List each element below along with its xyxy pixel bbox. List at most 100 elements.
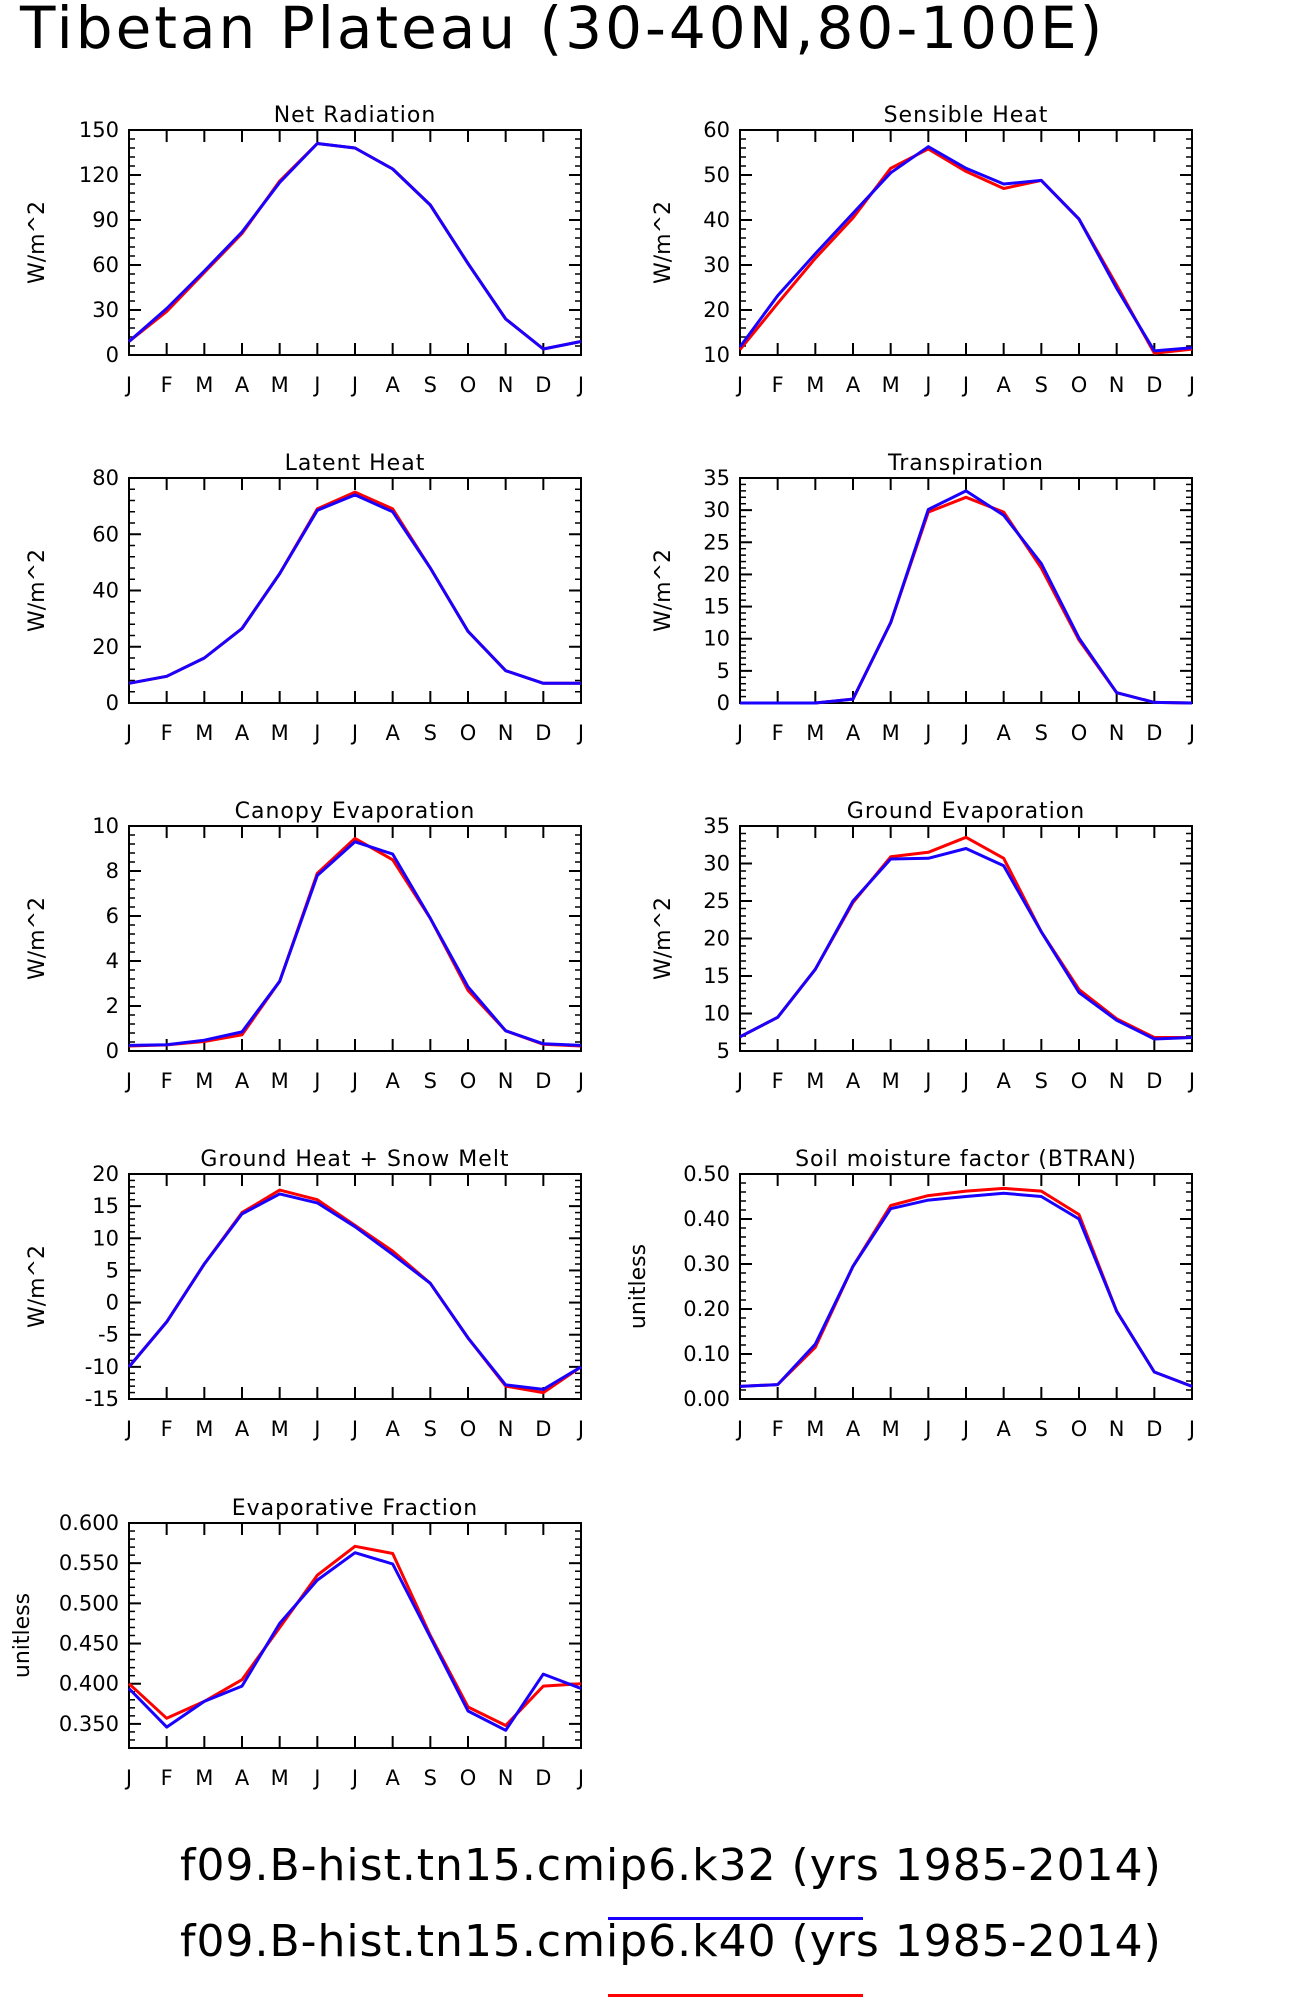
x-tick-label: J xyxy=(312,373,320,397)
plot-frame xyxy=(128,477,582,704)
y-axis-label: W/m^2 xyxy=(25,201,50,284)
series-line-k32 xyxy=(739,1191,1193,1388)
x-tick-label: J xyxy=(312,721,320,745)
y-tick-label: 15 xyxy=(92,1194,119,1218)
x-tick-label: J xyxy=(735,1069,743,1093)
legend-entry-k32: f09.B-hist.tn15.cmip6.k32 (yrs 1985-2014… xyxy=(180,1840,1162,1891)
x-tick-label: J xyxy=(576,1069,584,1093)
x-tick-label: M xyxy=(195,1766,213,1790)
x-tick-label: J xyxy=(923,373,931,397)
x-tick-label: F xyxy=(772,373,784,397)
x-tick-label: O xyxy=(1071,1417,1088,1441)
x-tick-label: A xyxy=(235,1766,250,1790)
x-tick-label: A xyxy=(996,373,1011,397)
x-tick-label: J xyxy=(735,1417,743,1441)
y-tick-label: 30 xyxy=(703,852,730,876)
x-tick-label: O xyxy=(460,1417,477,1441)
x-tick-label: D xyxy=(1146,373,1162,397)
y-tick-label: 0.50 xyxy=(683,1162,730,1186)
x-tick-label: N xyxy=(1109,373,1125,397)
x-tick-label: D xyxy=(1146,1069,1162,1093)
y-tick-label: 10 xyxy=(703,1002,730,1026)
y-tick-label: 20 xyxy=(92,1162,119,1186)
x-tick-label: J xyxy=(312,1069,320,1093)
series-line-k40 xyxy=(740,495,1193,705)
y-tick-label: 10 xyxy=(92,1226,119,1250)
x-tick-label: M xyxy=(195,1069,213,1093)
x-tick-label: F xyxy=(161,1766,173,1790)
x-tick-label: F xyxy=(772,721,784,745)
y-axis-label: W/m^2 xyxy=(25,549,50,632)
x-tick-label: J xyxy=(350,373,358,397)
y-tick-label: 4 xyxy=(106,949,119,973)
series-line-k32 xyxy=(128,840,582,1047)
x-tick-label: S xyxy=(424,1417,437,1441)
x-tick-label: D xyxy=(535,1417,551,1441)
y-tick-label: 50 xyxy=(703,163,730,187)
x-tick-label: J xyxy=(1187,721,1195,745)
x-tick-label: J xyxy=(1187,1069,1195,1093)
x-tick-label: F xyxy=(161,721,173,745)
x-tick-label: J xyxy=(923,1069,931,1093)
series-line-k32 xyxy=(739,847,1193,1041)
x-tick-label: A xyxy=(385,373,400,397)
x-tick-label: F xyxy=(772,1417,784,1441)
x-tick-label: M xyxy=(271,373,289,397)
chart-evaporative-fraction: Evaporative Fraction unitless 0.350 0.400 0.… xyxy=(10,1496,584,1790)
x-tick-label: N xyxy=(498,373,514,397)
y-tick-label: 40 xyxy=(92,579,119,603)
plot-frame xyxy=(739,477,1193,704)
x-tick-label: M xyxy=(806,1417,824,1441)
plot-frame xyxy=(128,1173,582,1400)
series-line-k32 xyxy=(128,493,581,685)
y-tick-label: 0.10 xyxy=(683,1342,730,1366)
y-tick-label: 5 xyxy=(106,1258,119,1282)
x-tick-label: S xyxy=(424,373,437,397)
x-tick-label: A xyxy=(235,721,250,745)
series-line-k40 xyxy=(128,836,582,1048)
y-tick-label: 60 xyxy=(92,253,119,277)
x-tick-label: J xyxy=(312,1417,320,1441)
x-tick-label: N xyxy=(498,721,514,745)
plot-frame xyxy=(128,129,582,356)
y-tick-label: 150 xyxy=(79,118,119,142)
y-tick-label: 6 xyxy=(106,904,119,928)
x-tick-label: J xyxy=(124,373,132,397)
x-tick-label: M xyxy=(195,1417,213,1441)
y-tick-label: 10 xyxy=(92,814,119,838)
y-tick-label: 60 xyxy=(92,522,119,546)
y-axis-label: unitless xyxy=(10,1593,35,1678)
x-tick-label: D xyxy=(1146,721,1162,745)
series-line-k40 xyxy=(739,1186,1193,1388)
x-tick-label: J xyxy=(961,1417,969,1441)
x-tick-label: O xyxy=(1071,373,1088,397)
y-tick-label: -5 xyxy=(98,1323,119,1347)
x-tick-label: A xyxy=(235,373,250,397)
chart-title: Transpiration xyxy=(887,451,1044,476)
y-tick-label: 0.20 xyxy=(683,1297,730,1321)
chart-title: Net Radiation xyxy=(274,103,437,128)
y-tick-label: 35 xyxy=(703,466,730,490)
x-tick-label: J xyxy=(124,1766,132,1790)
y-tick-label: 40 xyxy=(703,208,730,232)
legend-swatch-k32 xyxy=(608,1917,863,1920)
series-line-k32 xyxy=(740,489,1193,705)
x-tick-label: N xyxy=(498,1069,514,1093)
x-tick-label: N xyxy=(498,1417,514,1441)
x-tick-label: J xyxy=(576,373,584,397)
series-line-k40 xyxy=(128,490,581,685)
plot-frame xyxy=(739,825,1193,1052)
y-tick-label: 0 xyxy=(106,343,119,367)
x-tick-label: S xyxy=(424,1069,437,1093)
x-tick-label: J xyxy=(735,721,743,745)
legend-swatch-k40 xyxy=(608,1994,863,1997)
y-tick-label: 25 xyxy=(703,889,730,913)
chart-title: Canopy Evaporation xyxy=(235,799,476,824)
x-tick-label: O xyxy=(460,1069,477,1093)
y-tick-label: 30 xyxy=(703,498,730,522)
series-line-k40 xyxy=(739,835,1192,1039)
x-tick-label: O xyxy=(460,1766,477,1790)
y-tick-label: 0 xyxy=(106,691,119,715)
